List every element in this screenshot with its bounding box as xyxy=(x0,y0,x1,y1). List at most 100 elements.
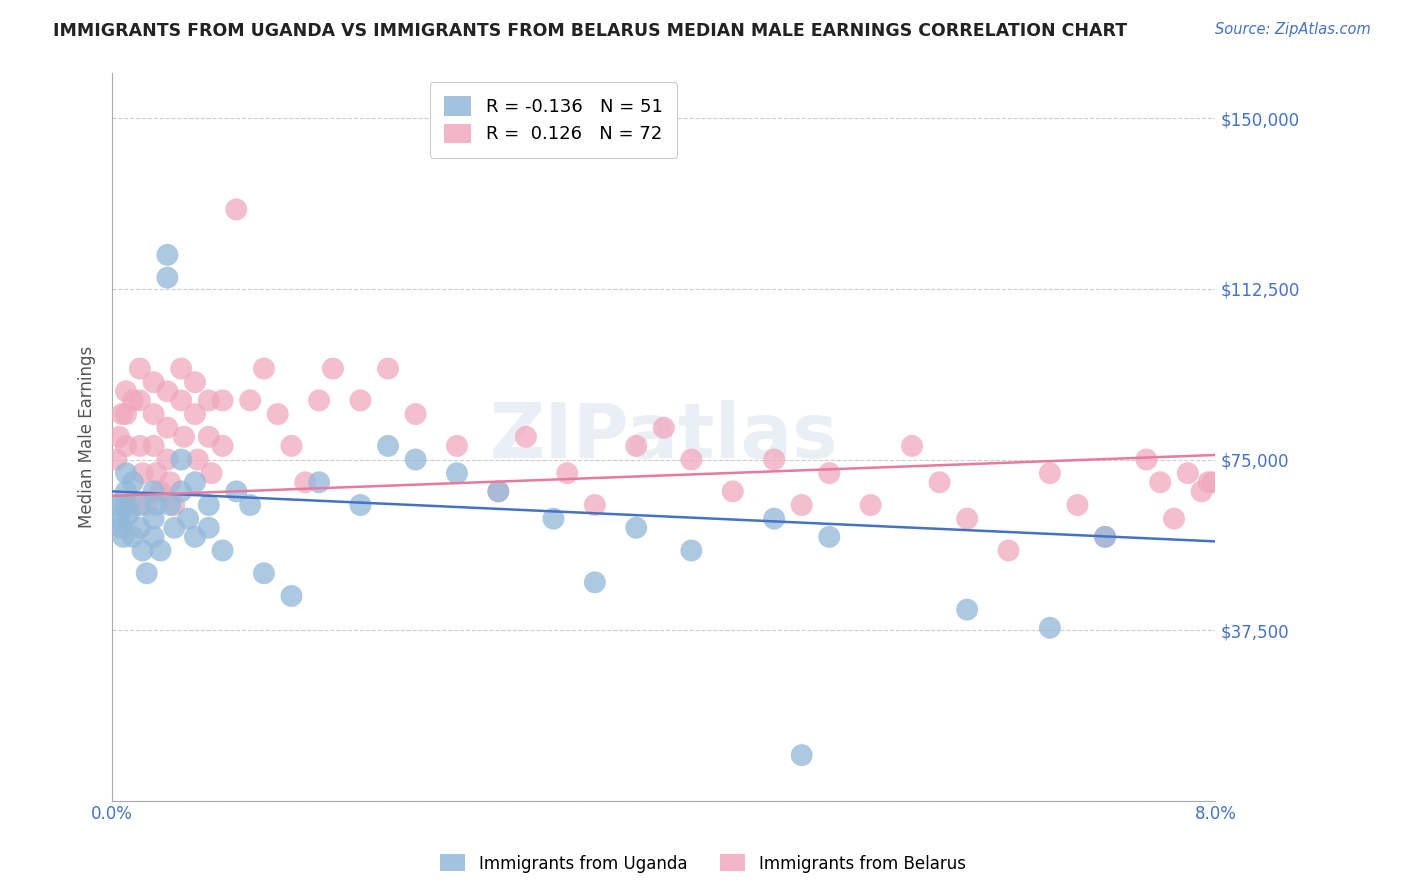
Point xyxy=(142,484,165,499)
Point xyxy=(1149,475,1171,490)
Point xyxy=(225,202,247,217)
Point xyxy=(1066,498,1088,512)
Point xyxy=(184,475,207,490)
Point xyxy=(118,507,141,521)
Point xyxy=(142,407,165,421)
Point xyxy=(184,407,207,421)
Point xyxy=(555,466,578,480)
Point xyxy=(187,452,209,467)
Point xyxy=(115,466,138,480)
Point xyxy=(173,430,195,444)
Point xyxy=(112,530,135,544)
Point xyxy=(156,452,179,467)
Point xyxy=(105,507,128,521)
Point xyxy=(108,430,131,444)
Point xyxy=(149,543,172,558)
Point xyxy=(280,589,302,603)
Point xyxy=(956,602,979,616)
Point xyxy=(200,466,222,480)
Point xyxy=(721,484,744,499)
Point xyxy=(253,361,276,376)
Point xyxy=(211,393,233,408)
Point xyxy=(486,484,509,499)
Point xyxy=(145,466,167,480)
Point xyxy=(122,530,145,544)
Point xyxy=(128,361,150,376)
Point xyxy=(446,439,468,453)
Point xyxy=(818,530,841,544)
Point xyxy=(583,498,606,512)
Point xyxy=(1094,530,1116,544)
Point xyxy=(956,511,979,525)
Point xyxy=(184,530,207,544)
Point xyxy=(1191,484,1213,499)
Point xyxy=(790,748,813,763)
Point xyxy=(1094,530,1116,544)
Point xyxy=(135,566,157,581)
Point xyxy=(405,407,427,421)
Point xyxy=(308,475,330,490)
Point xyxy=(170,393,193,408)
Point xyxy=(142,376,165,390)
Point xyxy=(239,393,262,408)
Point xyxy=(486,484,509,499)
Point xyxy=(110,521,132,535)
Point xyxy=(142,439,165,453)
Point xyxy=(377,439,399,453)
Point xyxy=(405,452,427,467)
Point xyxy=(349,393,371,408)
Point xyxy=(131,466,153,480)
Point xyxy=(294,475,316,490)
Point xyxy=(163,521,186,535)
Legend: R = -0.136   N = 51, R =  0.126   N = 72: R = -0.136 N = 51, R = 0.126 N = 72 xyxy=(430,82,678,158)
Point xyxy=(280,439,302,453)
Point xyxy=(211,439,233,453)
Point xyxy=(253,566,276,581)
Point xyxy=(197,498,219,512)
Point xyxy=(322,361,344,376)
Point xyxy=(128,521,150,535)
Point xyxy=(115,484,138,499)
Point xyxy=(135,498,157,512)
Point xyxy=(818,466,841,480)
Point xyxy=(681,452,703,467)
Point xyxy=(681,543,703,558)
Point xyxy=(626,521,648,535)
Point xyxy=(308,393,330,408)
Point xyxy=(928,475,950,490)
Point xyxy=(211,543,233,558)
Point xyxy=(267,407,290,421)
Point xyxy=(197,521,219,535)
Point xyxy=(1135,452,1157,467)
Point xyxy=(790,498,813,512)
Point xyxy=(446,466,468,480)
Point xyxy=(145,498,167,512)
Point xyxy=(142,511,165,525)
Point xyxy=(170,452,193,467)
Point xyxy=(859,498,882,512)
Point xyxy=(170,361,193,376)
Y-axis label: Median Male Earnings: Median Male Earnings xyxy=(79,346,96,528)
Point xyxy=(1163,511,1185,525)
Point xyxy=(583,575,606,590)
Point xyxy=(1039,621,1062,635)
Point xyxy=(156,270,179,285)
Point xyxy=(1201,475,1223,490)
Point xyxy=(128,439,150,453)
Point xyxy=(763,452,786,467)
Text: IMMIGRANTS FROM UGANDA VS IMMIGRANTS FROM BELARUS MEDIAN MALE EARNINGS CORRELATI: IMMIGRANTS FROM UGANDA VS IMMIGRANTS FRO… xyxy=(53,22,1128,40)
Point xyxy=(1039,466,1062,480)
Point xyxy=(149,484,172,499)
Point xyxy=(159,498,181,512)
Legend: Immigrants from Uganda, Immigrants from Belarus: Immigrants from Uganda, Immigrants from … xyxy=(433,847,973,880)
Point xyxy=(108,511,131,525)
Text: Source: ZipAtlas.com: Source: ZipAtlas.com xyxy=(1215,22,1371,37)
Point xyxy=(543,511,565,525)
Point xyxy=(156,420,179,434)
Point xyxy=(105,452,128,467)
Point xyxy=(156,248,179,262)
Point xyxy=(156,384,179,399)
Point xyxy=(111,407,134,421)
Point xyxy=(115,439,138,453)
Point xyxy=(131,543,153,558)
